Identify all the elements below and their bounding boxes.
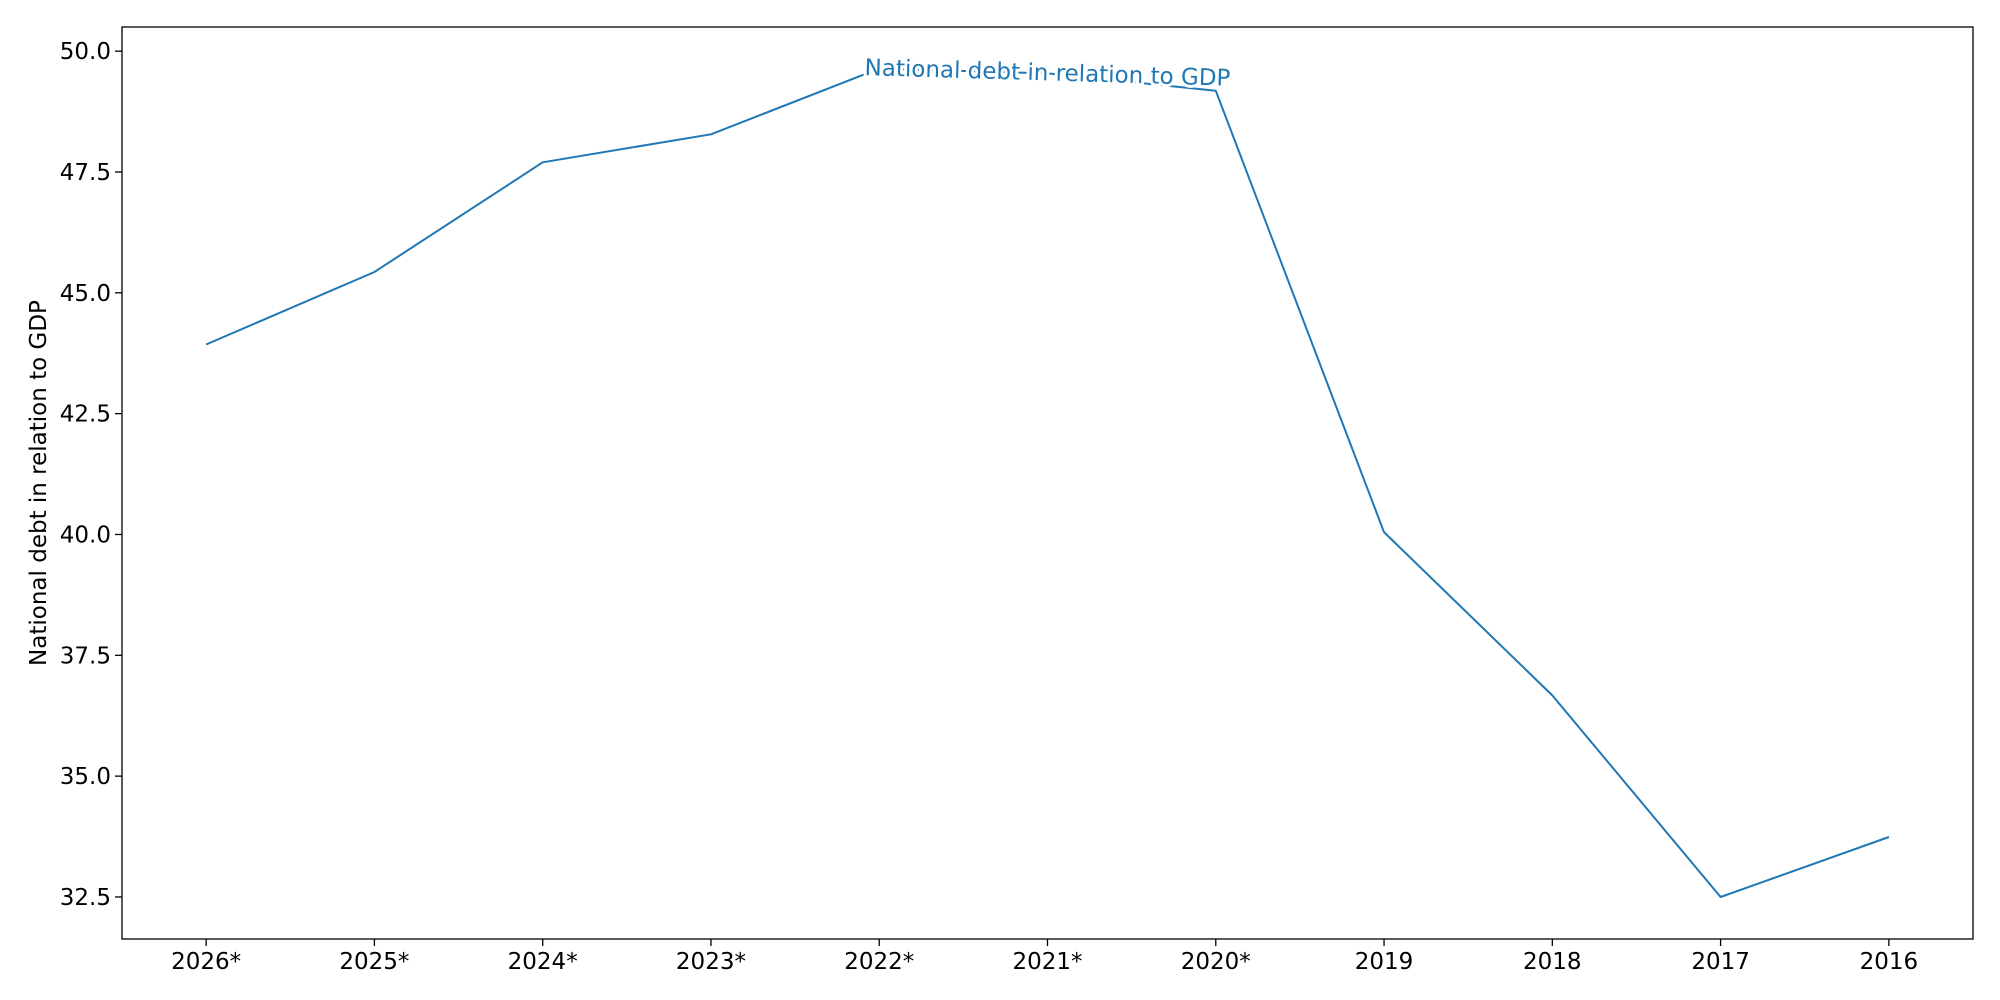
x-tick-label: 2021* (1012, 949, 1082, 975)
x-tick-label: 2026* (171, 949, 241, 975)
x-tick-label: 2023* (676, 949, 746, 975)
y-tick-label: 32.5 (60, 885, 111, 911)
x-tick-label: 2024* (508, 949, 578, 975)
x-tick-label: 2020* (1181, 949, 1251, 975)
y-tick-label: 50.0 (60, 39, 111, 65)
y-tick-label: 37.5 (60, 643, 111, 669)
series-line (205, 67, 1890, 898)
y-tick-label: 40.0 (60, 522, 111, 548)
y-tick-label: 35.0 (60, 764, 111, 790)
axes-frame (121, 26, 1974, 940)
x-tick-label: 2025* (339, 949, 409, 975)
y-tick-label: 47.5 (60, 160, 111, 186)
x-tick-label: 2016 (1860, 949, 1919, 975)
y-tick-label: 45.0 (60, 281, 111, 307)
x-tick-label: 2022* (844, 949, 914, 975)
y-tick-label: 42.5 (60, 402, 111, 428)
y-axis-label: National debt in relation to GDP (26, 300, 52, 666)
x-tick-label: 2019 (1355, 949, 1414, 975)
x-tick-label: 2018 (1523, 949, 1582, 975)
x-tick-label: 2017 (1691, 949, 1750, 975)
